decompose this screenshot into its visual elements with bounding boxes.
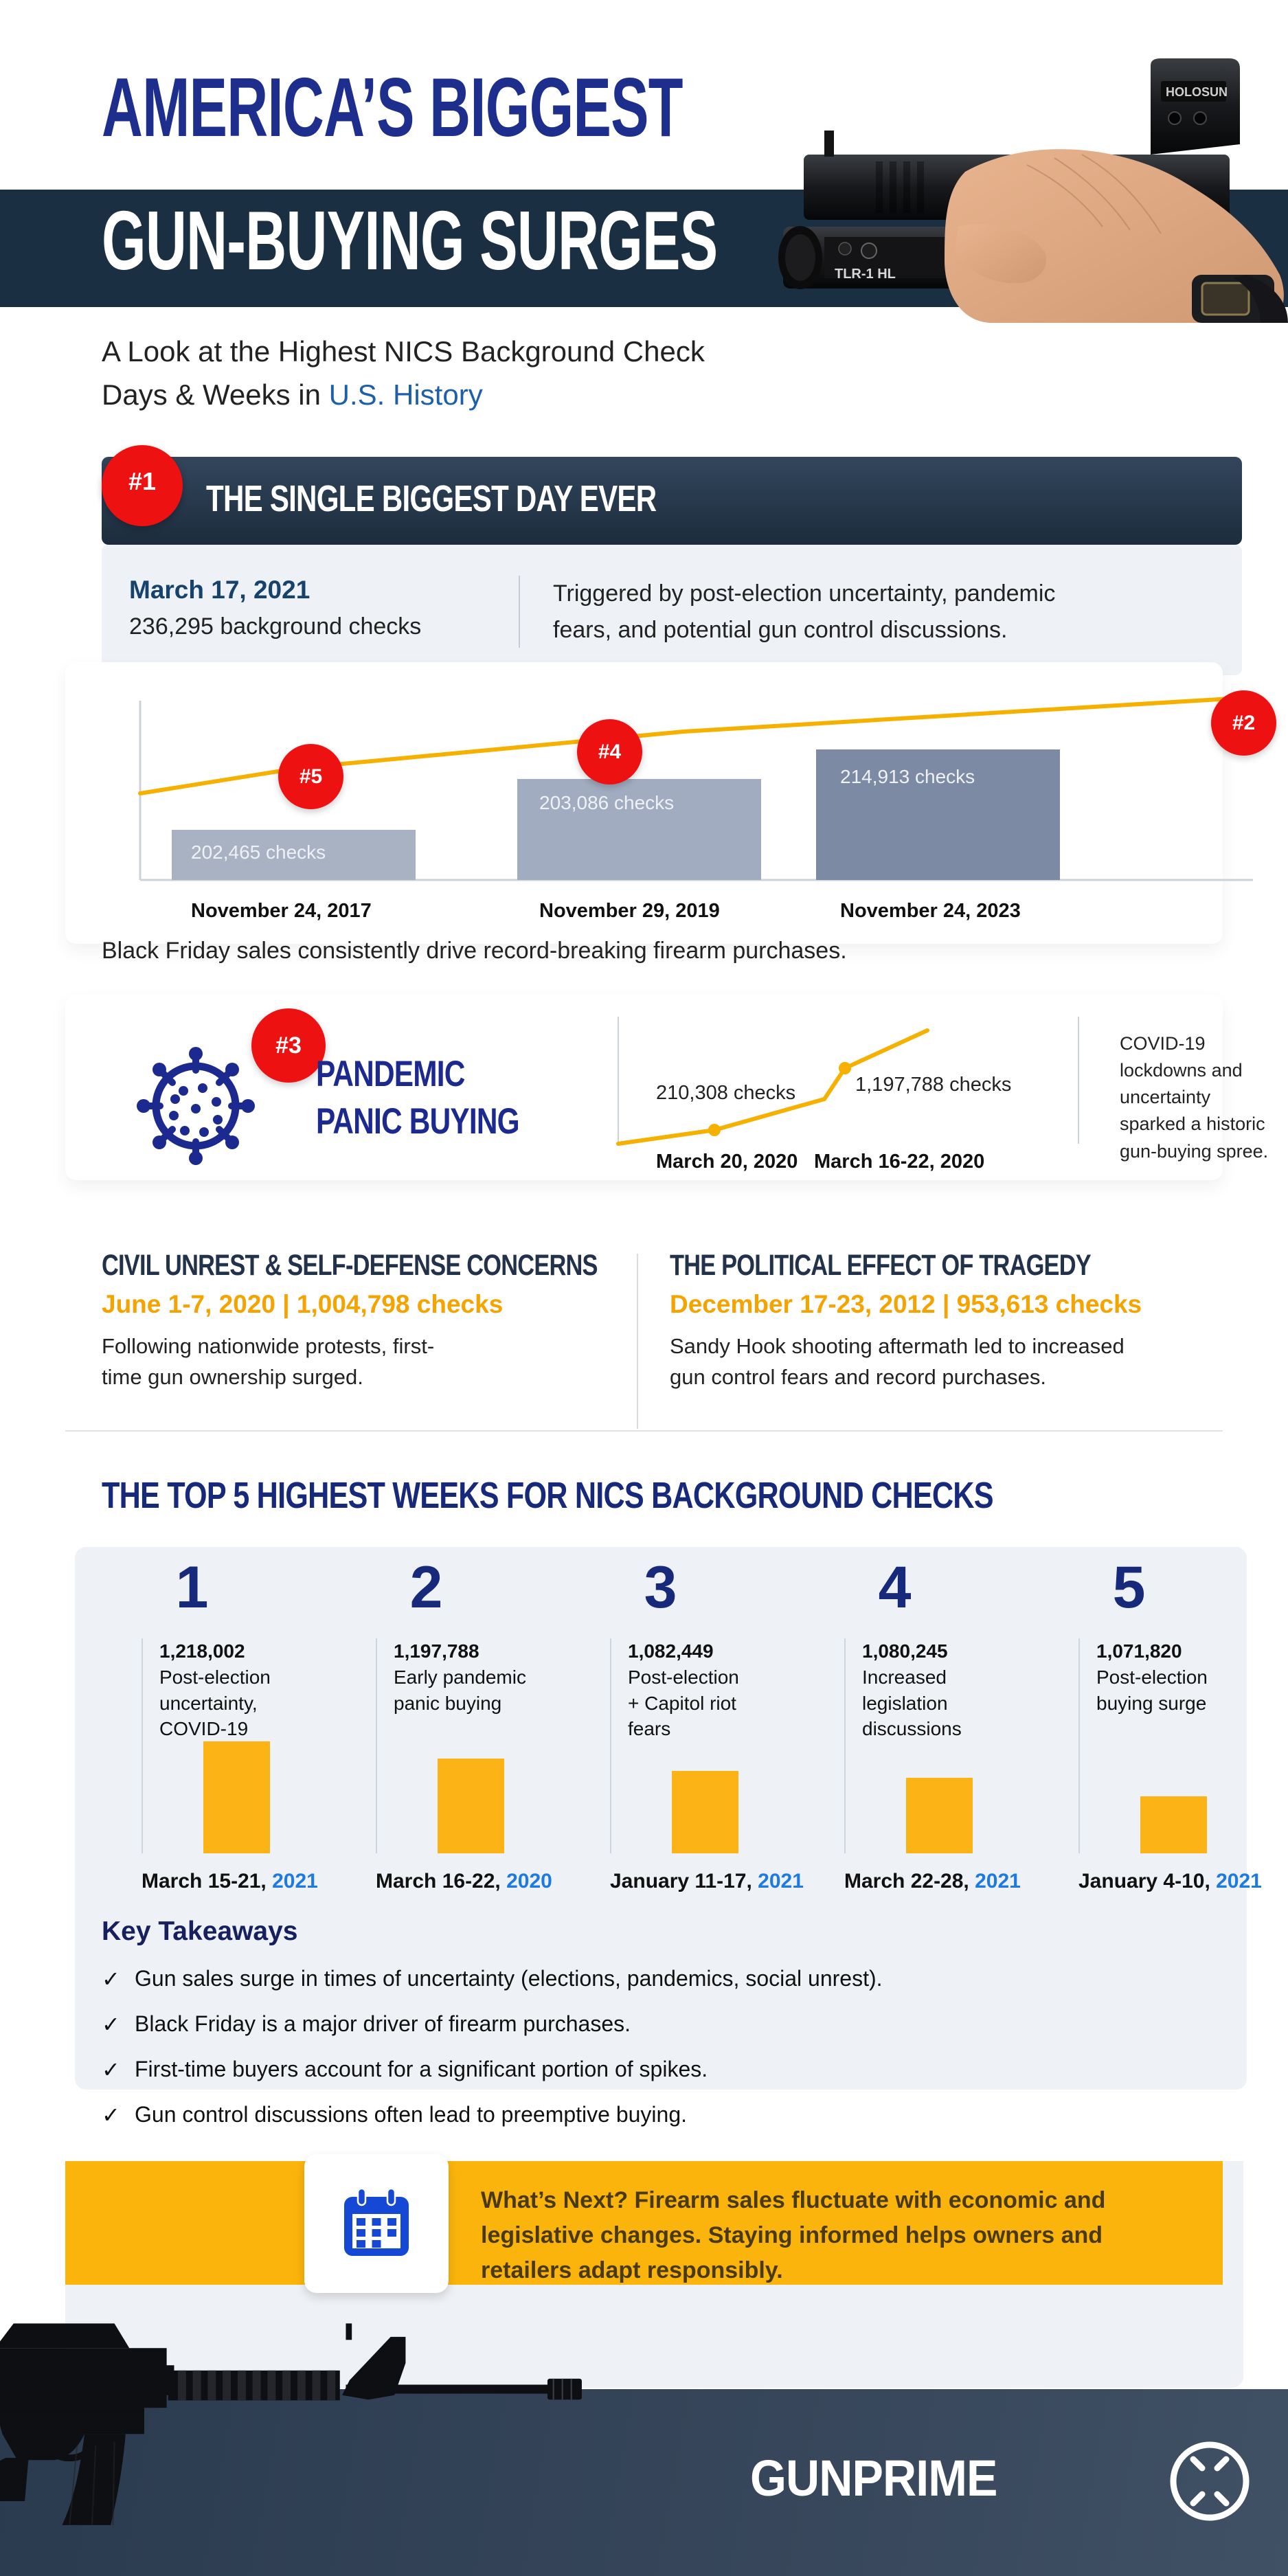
svg-text:1,197,788 checks: 1,197,788 checks xyxy=(855,1074,1011,1096)
svg-text:210,308 checks: 210,308 checks xyxy=(656,1082,795,1104)
svg-text:November 29, 2019: November 29, 2019 xyxy=(539,900,720,922)
svg-text:March 20, 2020: March 20, 2020 xyxy=(656,1151,798,1173)
svg-text:November 24, 2017: November 24, 2017 xyxy=(191,900,372,922)
svg-text:202,465 checks: 202,465 checks xyxy=(191,841,326,863)
svg-text:November 24, 2023: November 24, 2023 xyxy=(840,900,1021,922)
svg-text:HOLOSUN: HOLOSUN xyxy=(1166,85,1228,99)
svg-text:March 16-22, 2020: March 16-22, 2020 xyxy=(814,1151,984,1173)
svg-text:203,086 checks: 203,086 checks xyxy=(539,792,674,813)
svg-text:TLR-1 HL: TLR-1 HL xyxy=(835,267,896,282)
svg-text:214,913 checks: 214,913 checks xyxy=(840,766,975,787)
